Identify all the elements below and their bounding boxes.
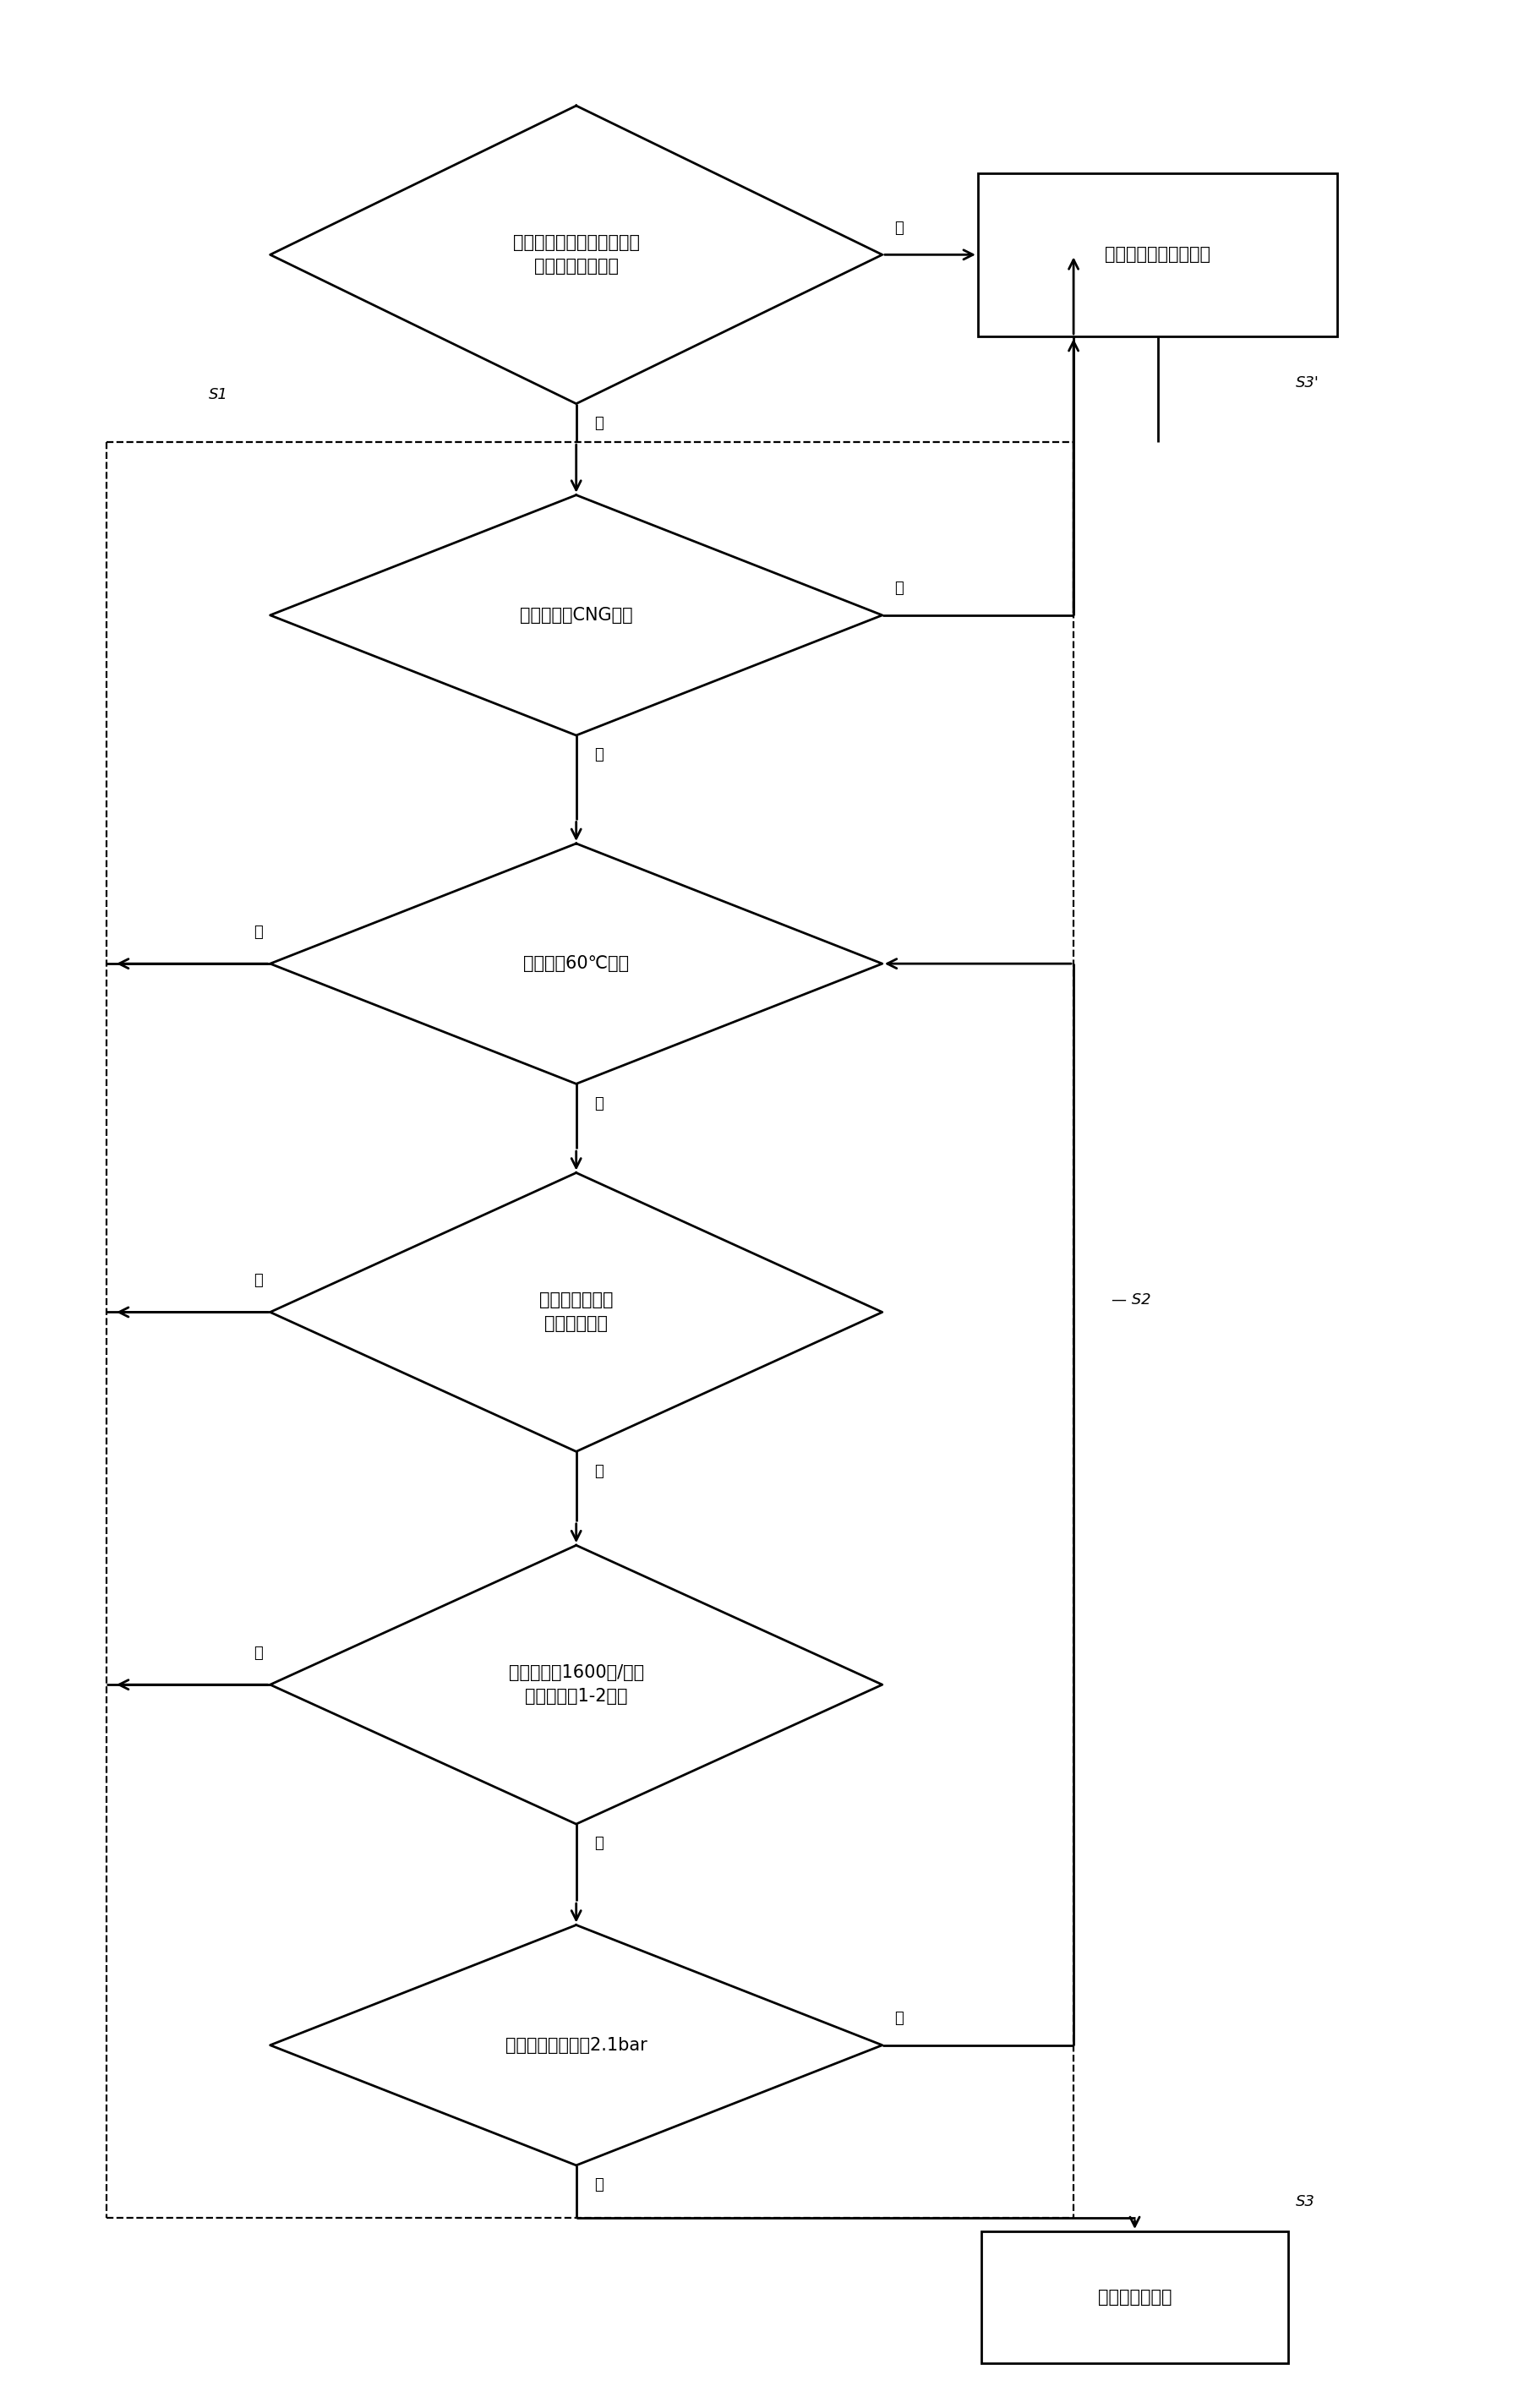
Text: 燃气相对压力大于2.1bar: 燃气相对压力大于2.1bar: [505, 2037, 648, 2054]
Text: — S2: — S2: [1111, 1293, 1151, 1308]
Text: 是: 是: [594, 417, 603, 431]
Text: 发动机在汽油状态下启动，
并且车辆状态正常: 发动机在汽油状态下启动， 并且车辆状态正常: [513, 234, 640, 275]
Text: 是: 是: [594, 2177, 603, 2194]
Text: 是: 是: [594, 1835, 603, 1852]
Polygon shape: [270, 1924, 883, 2165]
Text: 否: 否: [253, 1274, 262, 1288]
Text: 燃料切换为燃气: 燃料切换为燃气: [1098, 2290, 1171, 2307]
Polygon shape: [270, 1546, 883, 1823]
Text: 转速要升至1600转/分钟
以上并保持1-2秒钟: 转速要升至1600转/分钟 以上并保持1-2秒钟: [508, 1664, 643, 1705]
Text: 发动机运行时间
满足切换延时: 发动机运行时间 满足切换延时: [539, 1291, 612, 1332]
Text: 是: 是: [594, 1464, 603, 1479]
Polygon shape: [270, 843, 883, 1084]
Text: 否: 否: [253, 1645, 262, 1662]
Text: 是: 是: [594, 1096, 603, 1110]
Text: S1: S1: [209, 388, 229, 402]
Text: S3': S3': [1296, 376, 1319, 390]
Text: 否: 否: [895, 219, 904, 236]
Polygon shape: [270, 106, 883, 405]
Text: 是: 是: [594, 746, 603, 763]
Bar: [978, 173, 1337, 337]
Text: 仍然使用汽油，不切换: 仍然使用汽油，不切换: [1105, 246, 1211, 262]
Text: S3: S3: [1296, 2194, 1315, 2208]
Text: 否: 否: [253, 925, 262, 939]
Polygon shape: [270, 1173, 883, 1452]
Text: 否: 否: [895, 580, 904, 595]
Text: 切换开关在CNG位置: 切换开关在CNG位置: [520, 607, 632, 624]
Bar: [982, 2232, 1288, 2365]
Text: 否: 否: [895, 2011, 904, 2025]
Text: 水温达到60℃以上: 水温达到60℃以上: [523, 956, 629, 973]
Polygon shape: [270, 496, 883, 734]
